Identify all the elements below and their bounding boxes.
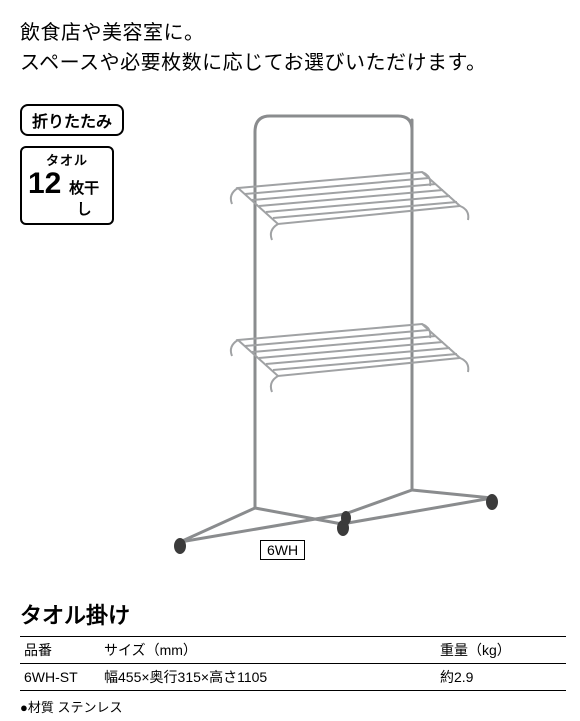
headline-line1: 飲食店や美容室に。: [20, 22, 205, 44]
capacity-badge: タオル 12 枚干し: [20, 146, 114, 225]
cell-weight: 約2.9: [436, 664, 566, 691]
capacity-suffix: 枚干し: [62, 177, 106, 219]
cell-size: 幅455×奥行315×高さ1105: [100, 664, 436, 691]
capacity-number: 12: [28, 169, 61, 199]
model-label: 6WH: [260, 540, 305, 560]
cell-code: 6WH-ST: [20, 664, 100, 691]
product-illustration: [150, 110, 530, 570]
headline: 飲食店や美容室に。 スペースや必要枚数に応じてお選びいただけます。: [20, 18, 566, 78]
headline-line2: スペースや必要枚数に応じてお選びいただけます。: [20, 52, 487, 74]
col-header-code: 品番: [20, 637, 100, 664]
product-title: タオル掛け: [20, 598, 566, 630]
material-note: ●材質 ステンレス: [20, 697, 566, 716]
col-header-size: サイズ（mm）: [100, 637, 436, 664]
spec-table: 品番 サイズ（mm） 重量（kg） 6WH-ST 幅455×奥行315×高さ11…: [20, 636, 566, 691]
foldable-badge: 折りたたみ: [20, 104, 124, 136]
capacity-bottom: 12 枚干し: [28, 169, 106, 219]
table-row: 6WH-ST 幅455×奥行315×高さ1105 約2.9: [20, 664, 566, 691]
col-header-weight: 重量（kg）: [436, 637, 566, 664]
table-row: 品番 サイズ（mm） 重量（kg）: [20, 637, 566, 664]
spec-section: タオル掛け 品番 サイズ（mm） 重量（kg） 6WH-ST 幅455×奥行31…: [20, 598, 566, 716]
